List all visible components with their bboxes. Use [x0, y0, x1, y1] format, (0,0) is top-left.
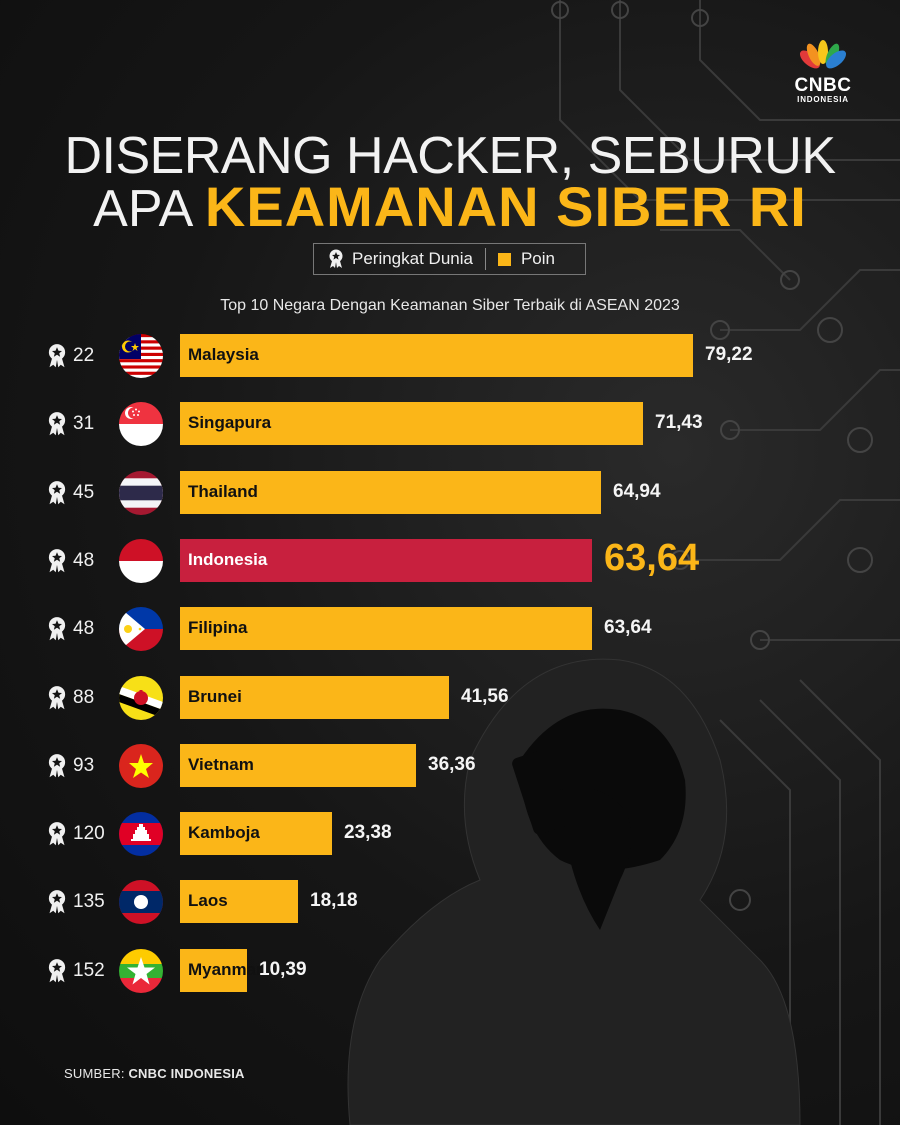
bar — [180, 949, 247, 992]
world-rank: 45 — [47, 480, 117, 506]
flag-icon — [119, 538, 163, 583]
bar-category-label: Kamboja — [188, 822, 260, 842]
cnbc-logo: CNBC INDONESIA — [788, 40, 858, 104]
world-rank-value: 31 — [73, 412, 95, 434]
flag-icon — [119, 879, 163, 924]
legend-divider — [484, 248, 486, 270]
award-icon — [48, 343, 66, 367]
bar — [180, 744, 416, 787]
world-rank: 152 — [47, 958, 117, 984]
bar-category-label: Myanmar — [188, 959, 263, 979]
bar-category-label: Singapura — [188, 412, 272, 432]
bar-category-label: Brunei — [188, 686, 242, 706]
legend-rank: Peringkat Dunia — [328, 249, 473, 269]
brand-name: CNBC — [794, 75, 852, 96]
world-rank-value: 120 — [73, 822, 105, 844]
source-prefix: SUMBER: — [64, 1066, 125, 1081]
bar-category-label: Malaysia — [188, 344, 259, 364]
bar-value-label: 63,64 — [604, 536, 700, 579]
award-icon — [48, 958, 66, 982]
world-rank-value: 22 — [73, 344, 95, 366]
world-rank-value: 45 — [73, 481, 95, 503]
world-rank: 48 — [47, 548, 117, 574]
flag-icon — [119, 333, 163, 378]
bar — [180, 676, 449, 719]
bar-value-label: 10,39 — [259, 958, 307, 980]
world-rank-value: 48 — [73, 549, 95, 571]
bar — [180, 334, 693, 377]
bar-value-label: 18,18 — [310, 889, 358, 911]
source-note: SUMBER: CNBC INDONESIA — [64, 1066, 245, 1081]
bar — [180, 880, 298, 923]
award-icon — [48, 616, 66, 640]
legend-rank-label: Peringkat Dunia — [352, 249, 473, 268]
title-highlight: KEAMANAN SIBER RI — [204, 175, 807, 238]
world-rank-value: 48 — [73, 617, 95, 639]
flag-icon — [119, 401, 163, 446]
bar-value-label: 64,94 — [613, 480, 661, 502]
bar-category-label: Laos — [188, 890, 228, 910]
title-line-2: APA KEAMANAN SIBER RI — [0, 177, 900, 239]
bar-category-label: Vietnam — [188, 754, 254, 774]
bar-category-label: Filipina — [188, 617, 248, 637]
bar — [180, 812, 332, 855]
flag-icon — [119, 606, 163, 651]
peacock-icon — [799, 40, 847, 69]
title-prefix: APA — [93, 180, 191, 238]
world-rank-value: 93 — [73, 754, 95, 776]
flag-icon — [119, 675, 163, 720]
world-rank: 31 — [47, 411, 117, 437]
bar-category-label: Thailand — [188, 481, 258, 501]
bar-value-label: 41,56 — [461, 685, 509, 707]
bar — [180, 402, 643, 445]
world-rank-value: 88 — [73, 686, 95, 708]
world-rank: 88 — [47, 685, 117, 711]
chart-subtitle: Top 10 Negara Dengan Keamanan Siber Terb… — [220, 297, 680, 314]
award-icon — [48, 548, 66, 572]
award-icon — [48, 411, 66, 435]
bar-value-label: 79,22 — [705, 343, 753, 365]
world-rank-value: 135 — [73, 890, 105, 912]
legend-points-label: Poin — [520, 249, 555, 268]
bar-value-label: 71,43 — [655, 411, 703, 433]
bar-value-label: 23,38 — [344, 821, 392, 843]
world-rank: 120 — [47, 821, 117, 847]
world-rank: 135 — [47, 889, 117, 915]
brand-sub: INDONESIA — [797, 95, 849, 104]
award-icon — [48, 753, 66, 777]
title-line-1: DISERANG HACKER, SEBURUK — [64, 127, 836, 185]
bar — [180, 607, 592, 650]
bar — [180, 471, 601, 514]
flag-icon — [119, 811, 163, 856]
bar — [180, 539, 592, 582]
legend-swatch — [497, 252, 511, 266]
world-rank: 22 — [47, 343, 117, 369]
flag-icon — [119, 743, 163, 788]
flag-icon — [119, 470, 163, 515]
bar-value-label: 36,36 — [428, 753, 476, 775]
world-rank: 93 — [47, 753, 117, 779]
legend: Peringkat Dunia Poin — [313, 243, 586, 275]
award-icon — [48, 685, 66, 709]
award-icon — [48, 480, 66, 504]
world-rank: 48 — [47, 616, 117, 642]
award-icon — [48, 889, 66, 913]
legend-points: Poin — [497, 249, 555, 269]
bar-value-label: 63,64 — [604, 616, 652, 638]
flag-icon — [119, 948, 163, 993]
bar-category-label: Indonesia — [188, 549, 268, 569]
award-icon — [48, 821, 66, 845]
award-icon — [329, 249, 343, 268]
source-name: CNBC INDONESIA — [128, 1066, 245, 1081]
world-rank-value: 152 — [73, 959, 105, 981]
